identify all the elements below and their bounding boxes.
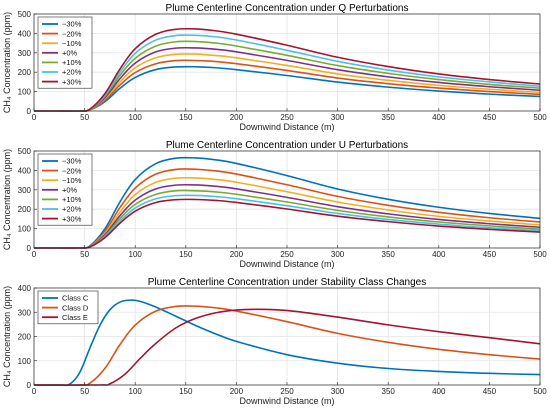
x-tick-label: 300 xyxy=(331,387,345,396)
y-tick-label: 400 xyxy=(18,284,32,293)
x-tick-label: 400 xyxy=(432,387,446,396)
y-axis-label: CH₄ Concentration (ppm) xyxy=(2,149,12,250)
legend-entry: Class D xyxy=(62,303,89,312)
x-tick-label: 350 xyxy=(382,250,396,259)
x-tick-label: 200 xyxy=(230,387,244,396)
legend-entry: +20% xyxy=(62,68,82,77)
chart-title: Plume Centerline Concentration under Sta… xyxy=(148,277,426,288)
x-tick-label: 100 xyxy=(129,113,143,122)
y-tick-label: 100 xyxy=(18,357,32,366)
chart-panel-2: 0 50 100 150 200 250 300 350 400 450 500 0 100 200 300… xyxy=(2,140,547,269)
x-tick-label: 200 xyxy=(230,250,244,259)
x-axis-label: Downwind Distance (m) xyxy=(239,259,334,269)
x-tick-label: 450 xyxy=(483,387,497,396)
legend-entry: −10% xyxy=(62,39,82,48)
legend-entry: −10% xyxy=(62,176,82,185)
x-tick-label: 100 xyxy=(129,387,143,396)
x-tick-label: 0 xyxy=(32,113,37,122)
x-tick-label: 150 xyxy=(179,113,193,122)
legend-entry: +30% xyxy=(62,214,82,223)
x-tick-label: 500 xyxy=(533,387,547,396)
legend-entry: −30% xyxy=(62,20,82,29)
x-tick-label: 400 xyxy=(432,113,446,122)
x-tick-label: 250 xyxy=(280,387,294,396)
x-tick-label: 350 xyxy=(382,387,396,396)
x-tick-label: 50 xyxy=(80,113,89,122)
chart-title: Plume Centerline Concentration under U P… xyxy=(166,140,408,151)
x-tick-label: 50 xyxy=(80,387,89,396)
y-tick-label: 500 xyxy=(18,147,32,156)
legend-entry: +0% xyxy=(62,186,78,195)
x-tick-label: 0 xyxy=(32,387,37,396)
legend-entry: +30% xyxy=(62,77,82,86)
x-tick-label: 400 xyxy=(432,250,446,259)
legend-entry: +0% xyxy=(62,49,78,58)
y-tick-label: 200 xyxy=(18,205,32,214)
y-tick-label: 100 xyxy=(18,88,32,97)
y-tick-label: 300 xyxy=(18,308,32,317)
y-tick-label: 0 xyxy=(27,381,32,390)
y-tick-label: 200 xyxy=(18,333,32,342)
y-tick-label: 400 xyxy=(18,166,32,175)
x-tick-label: 150 xyxy=(179,250,193,259)
series-line-7 xyxy=(34,198,541,249)
x-tick-label: 500 xyxy=(533,250,547,259)
y-tick-label: 300 xyxy=(18,186,32,195)
series-line-7 xyxy=(34,27,541,112)
legend-entry: +10% xyxy=(62,58,82,67)
x-tick-label: 350 xyxy=(382,113,396,122)
y-tick-label: 300 xyxy=(18,49,32,58)
legend-entry: −20% xyxy=(62,166,82,175)
y-tick-label: 400 xyxy=(18,29,32,38)
chart-panel-1: 0 50 100 150 200 250 300 350 400 450 500 0 100 200 300… xyxy=(2,3,547,132)
x-tick-label: 250 xyxy=(280,250,294,259)
y-axis-label: CH₄ Concentration (ppm) xyxy=(2,12,12,113)
legend-entry: +10% xyxy=(62,195,82,204)
chart-panel-3: 0 50 100 150 200 250 300 350 400 450 500 0 100 200 300… xyxy=(2,277,547,406)
x-tick-label: 250 xyxy=(280,113,294,122)
y-tick-label: 500 xyxy=(18,10,32,19)
x-tick-label: 0 xyxy=(32,250,37,259)
chart-title: Plume Centerline Concentration under Q P… xyxy=(166,3,409,14)
x-tick-label: 200 xyxy=(230,113,244,122)
y-tick-label: 0 xyxy=(27,107,32,116)
y-tick-label: 200 xyxy=(18,68,32,77)
legend-entry: +20% xyxy=(62,205,82,214)
series-line-1 xyxy=(33,299,541,387)
y-tick-label: 0 xyxy=(27,244,32,253)
x-tick-label: 50 xyxy=(80,250,89,259)
legend-entry: Class E xyxy=(62,313,88,322)
legend-entry: −30% xyxy=(62,157,82,166)
x-tick-label: 300 xyxy=(331,250,345,259)
x-tick-label: 450 xyxy=(483,250,497,259)
x-tick-label: 100 xyxy=(129,250,143,259)
x-axis-label: Downwind Distance (m) xyxy=(239,396,334,406)
series-line-2 xyxy=(33,305,541,386)
y-axis-label: CH₄ Concentration (ppm) xyxy=(2,286,12,387)
series-line-3 xyxy=(33,308,541,386)
x-tick-label: 500 xyxy=(533,113,547,122)
x-tick-label: 150 xyxy=(179,387,193,396)
legend-entry: Class C xyxy=(62,294,89,303)
x-axis-label: Downwind Distance (m) xyxy=(239,122,334,132)
x-tick-label: 300 xyxy=(331,113,345,122)
legend-entry: −20% xyxy=(62,29,82,38)
x-tick-label: 450 xyxy=(483,113,497,122)
y-tick-label: 100 xyxy=(18,225,32,234)
